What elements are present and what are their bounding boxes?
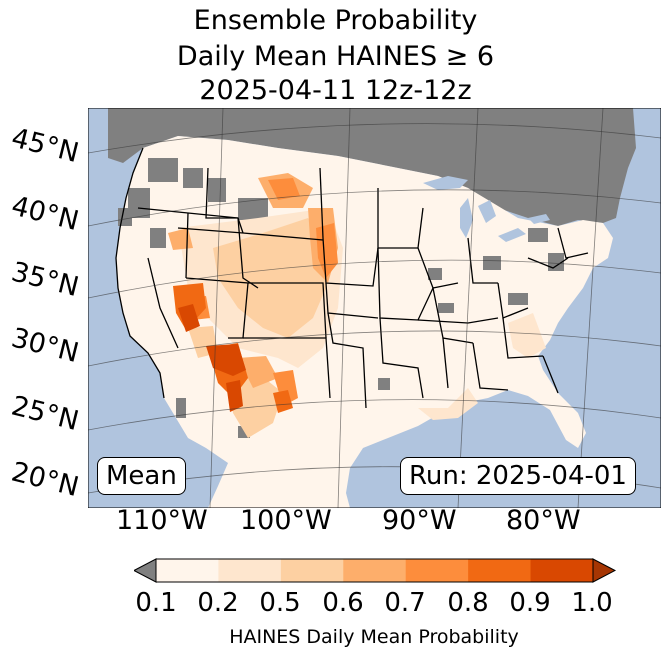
probability-map: [88, 108, 661, 508]
colorbar-over-arrow: [592, 558, 616, 583]
stat-label-box: Mean: [97, 457, 186, 495]
lat-label-35: 35°N: [8, 256, 82, 304]
colorbar-tick-1: 0.2: [197, 588, 239, 618]
colorbar-segment: [343, 559, 407, 582]
lat-label-45: 45°N: [8, 122, 82, 170]
colorbar-segment: [156, 559, 219, 582]
lon-label-100: 100°W: [240, 505, 332, 536]
colorbar-under-arrow: [134, 558, 157, 583]
lat-label-40: 40°N: [8, 190, 82, 238]
colorbar-segment: [280, 559, 344, 582]
lon-label-110: 110°W: [116, 505, 208, 536]
lat-label-20: 20°N: [8, 456, 82, 504]
title-line-2: Daily Mean HAINES ≥ 6: [176, 41, 495, 72]
lon-label-80: 80°W: [506, 505, 581, 536]
colorbar-segment: [405, 559, 469, 582]
title-line-1: Ensemble Probability: [193, 5, 478, 36]
colorbar-tick-4: 0.7: [384, 588, 426, 618]
great-lakes: [423, 176, 550, 242]
colorbar-tick-6: 0.9: [509, 588, 551, 618]
prob-0.9-areas: [178, 304, 246, 412]
colorbar-segments: [156, 559, 594, 582]
lon-label-90: 90°W: [382, 505, 457, 536]
colorbar-tick-5: 0.8: [447, 588, 489, 618]
lat-label-30: 30°N: [8, 322, 82, 370]
run-label-box: Run: 2025-04-01: [400, 457, 636, 495]
title-line-3: 2025-04-11 12z-12z: [199, 75, 472, 106]
canada-landmass: [108, 108, 636, 226]
lat-label-25: 25°N: [8, 390, 82, 438]
colorbar-tick-2: 0.5: [259, 588, 301, 618]
nodata-patches: [118, 158, 564, 438]
colorbar-frame: [155, 558, 594, 583]
prob-0.5-areas: [188, 218, 328, 438]
colorbar: [134, 558, 616, 583]
colorbar-tick-0: 0.1: [135, 588, 177, 618]
colorbar-segment: [468, 559, 532, 582]
colorbar-tick-7: 1.0: [571, 588, 613, 618]
colorbar-segment: [218, 559, 282, 582]
colorbar-segment: [530, 559, 594, 582]
colorbar-label: HAINES Daily Mean Probability: [229, 626, 519, 648]
colorbar-tick-3: 0.6: [322, 588, 364, 618]
state-borders: [115, 147, 589, 409]
